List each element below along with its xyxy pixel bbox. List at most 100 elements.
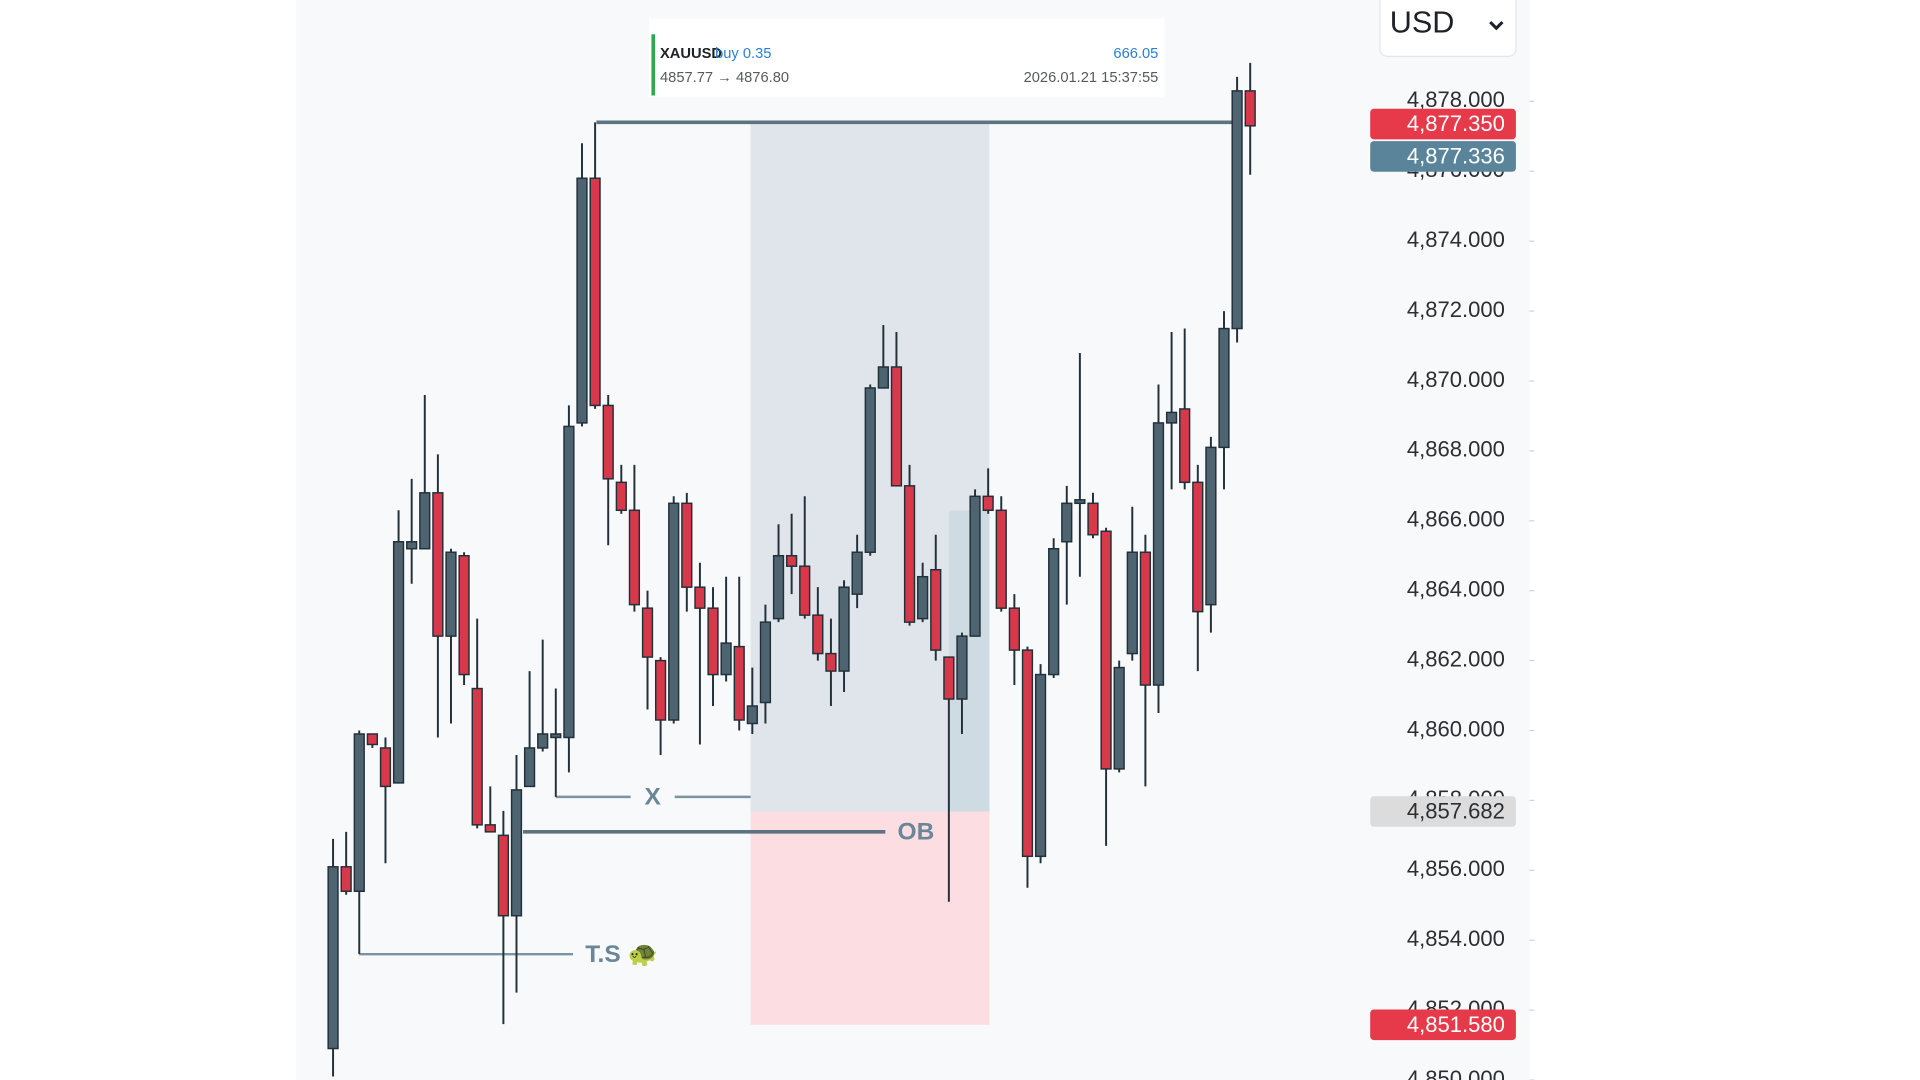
candle-body bbox=[1034, 673, 1047, 858]
candle-body bbox=[812, 614, 824, 655]
candle-body bbox=[746, 705, 758, 725]
candle-body bbox=[550, 733, 562, 739]
price-badge bbox=[1370, 796, 1516, 827]
candle-body bbox=[707, 607, 719, 676]
candle-body bbox=[733, 645, 745, 721]
y-tick-label: 4,854.000 bbox=[1407, 926, 1505, 951]
candle-body bbox=[1205, 446, 1217, 606]
candle-body bbox=[772, 554, 785, 620]
candle-body bbox=[1165, 411, 1178, 424]
candle-body bbox=[458, 554, 470, 676]
candle-body bbox=[563, 425, 575, 739]
candle-body bbox=[1061, 502, 1073, 543]
candle-body bbox=[1048, 548, 1060, 676]
price-badge-label: 4,877.336 bbox=[1407, 143, 1505, 168]
currency-select[interactable] bbox=[1379, 0, 1517, 57]
currency-label: USD bbox=[1390, 6, 1455, 40]
candle-body bbox=[471, 687, 483, 826]
candle-body bbox=[1192, 481, 1204, 613]
y-tick-label: 4,872.000 bbox=[1407, 297, 1505, 322]
y-tick-label: 4,862.000 bbox=[1407, 646, 1505, 671]
candle-body bbox=[799, 565, 811, 616]
price-badge bbox=[1370, 1009, 1516, 1041]
candle-body bbox=[786, 554, 798, 567]
annotation-gap bbox=[630, 784, 675, 810]
candle-body bbox=[654, 659, 667, 721]
candle-body bbox=[445, 551, 457, 637]
candle-body bbox=[628, 509, 641, 606]
candle-body bbox=[576, 177, 588, 424]
trade-box[interactable] bbox=[648, 18, 1165, 97]
price-badge-label: 4,857.682 bbox=[1407, 799, 1505, 824]
candle-body bbox=[327, 866, 339, 1050]
price-badge bbox=[1370, 141, 1516, 172]
candle-body bbox=[851, 551, 863, 595]
candle-body bbox=[890, 366, 903, 487]
candle-body bbox=[1126, 551, 1138, 655]
candle-body bbox=[1231, 90, 1243, 330]
y-tick-label: 4,864.000 bbox=[1407, 577, 1505, 602]
candle-body bbox=[353, 733, 365, 892]
annotation-label: OB bbox=[898, 819, 935, 846]
candle-body bbox=[537, 733, 549, 749]
price-badge-label: 4,851.580 bbox=[1407, 1012, 1505, 1037]
candle-body bbox=[1218, 327, 1230, 449]
candle-body bbox=[930, 568, 942, 651]
candle-body bbox=[694, 586, 706, 609]
trade-prices: 4857.77 → 4876.80 bbox=[660, 70, 789, 86]
candle-body bbox=[392, 541, 405, 784]
candle-body bbox=[720, 642, 732, 676]
candle-body bbox=[982, 495, 994, 512]
candle-body bbox=[943, 656, 955, 700]
candle-body bbox=[668, 502, 680, 721]
trade-side: buy 0.35 bbox=[715, 46, 771, 62]
current-zone bbox=[948, 510, 990, 812]
y-tick-label: 4,856.000 bbox=[1407, 856, 1505, 881]
dropdown-chevron bbox=[1489, 20, 1504, 31]
y-tick-label: 4,850.000 bbox=[1407, 1066, 1505, 1080]
annotation-label: T.S 🐢 bbox=[585, 941, 658, 968]
candle-body bbox=[1074, 499, 1086, 505]
y-tick-label: 4,868.000 bbox=[1407, 437, 1505, 462]
candle-body bbox=[1139, 551, 1152, 686]
candle-body bbox=[917, 575, 929, 620]
trade-profit: 666.05 bbox=[1113, 46, 1158, 62]
y-tick-label: 4,860.000 bbox=[1407, 716, 1505, 741]
candle-body bbox=[969, 495, 981, 637]
candle-body bbox=[1152, 422, 1165, 686]
candle-body bbox=[497, 834, 510, 917]
candle-body bbox=[484, 824, 496, 833]
candle-body bbox=[1179, 408, 1191, 484]
candle-body bbox=[1021, 649, 1034, 858]
candle-body bbox=[523, 747, 536, 788]
candle-body bbox=[995, 509, 1007, 609]
candle-body bbox=[1113, 666, 1125, 770]
candle-body bbox=[681, 502, 693, 588]
candle-body bbox=[615, 481, 627, 512]
trade-time: 2026.01.21 15:37:55 bbox=[1024, 70, 1159, 86]
candle-body bbox=[825, 652, 837, 672]
candle-body bbox=[864, 387, 876, 553]
annotation-label: X bbox=[644, 784, 661, 811]
trade-accent bbox=[651, 34, 656, 96]
y-tick-label: 4,878.000 bbox=[1407, 87, 1505, 112]
trade-symbol: XAUUSD bbox=[660, 46, 722, 62]
candle-body bbox=[589, 177, 601, 407]
candle-body bbox=[1100, 530, 1112, 770]
candle-body bbox=[956, 635, 968, 700]
candle-body bbox=[838, 586, 850, 672]
y-tick-label: 4,874.000 bbox=[1407, 227, 1505, 252]
price-badge-label: 4,877.350 bbox=[1407, 111, 1505, 136]
y-tick-label: 4,866.000 bbox=[1407, 507, 1505, 532]
candle-body bbox=[419, 492, 431, 550]
candle-body bbox=[1008, 607, 1021, 651]
candle-body bbox=[759, 621, 772, 704]
candle-body bbox=[340, 866, 352, 892]
candle-body bbox=[510, 789, 523, 917]
candle-body bbox=[432, 492, 444, 637]
candle-body bbox=[366, 733, 379, 746]
y-tick-label: 4,870.000 bbox=[1407, 367, 1505, 392]
candle-body bbox=[1087, 502, 1099, 536]
candle-body bbox=[406, 541, 418, 550]
